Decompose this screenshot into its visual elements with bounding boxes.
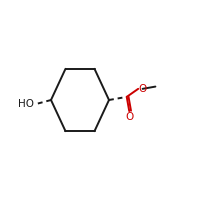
Text: HO: HO	[18, 99, 34, 109]
Text: O: O	[138, 84, 147, 94]
Text: O: O	[125, 112, 133, 122]
